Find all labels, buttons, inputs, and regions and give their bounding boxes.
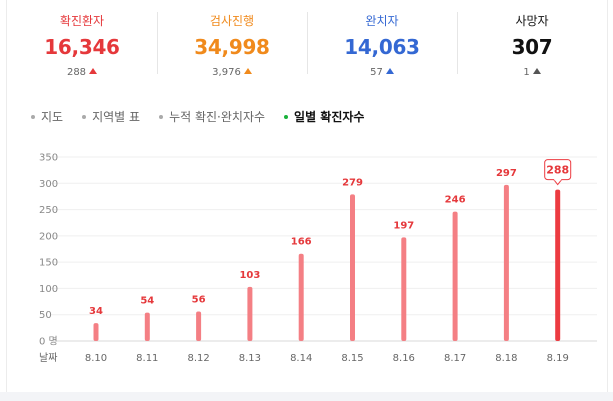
data-label: 288 (546, 164, 569, 177)
tab-region-table[interactable]: 지역별 표 (82, 108, 140, 125)
y-tick-label: 250 (39, 205, 58, 216)
stat-confirmed-value: 16,346 (44, 35, 120, 59)
stat-deaths-value: 307 (511, 35, 553, 59)
y-tick-label: 100 (39, 284, 58, 295)
x-tick-label: 8.11 (136, 353, 158, 364)
bar (247, 286, 253, 341)
stat-testing-delta-value: 3,976 (212, 67, 241, 78)
stats-summary: 확진환자 16,346 288 검사진행 34,998 3,976 완치자 14… (7, 0, 607, 88)
tab-daily-confirmed-label: 일별 확진자수 (294, 110, 365, 124)
y-tick-label: 300 (39, 179, 58, 190)
bullet-icon (284, 114, 289, 119)
stat-testing-value: 34,998 (194, 35, 270, 59)
x-tick-label: 8.16 (393, 353, 415, 364)
stat-recovered-label: 완치자 (365, 14, 399, 28)
data-label: 197 (393, 220, 414, 231)
tab-cumulative[interactable]: 누적 확진·완치자수 (159, 108, 265, 125)
covid-stats-panel: 확진환자 16,346 288 검사진행 34,998 3,976 완치자 14… (6, 0, 608, 393)
arrow-up-icon (89, 68, 98, 74)
data-label: 246 (445, 195, 466, 206)
data-label: 34 (89, 306, 103, 317)
stat-deaths-delta: 1 (457, 66, 607, 80)
x-axis-title: 날짜 (39, 352, 57, 364)
stat-confirmed-label: 확진환자 (59, 14, 105, 28)
data-label: 166 (291, 237, 312, 248)
x-tick-label: 8.17 (444, 353, 466, 364)
bar (401, 237, 407, 341)
tab-cumulative-label: 누적 확진·완치자수 (169, 110, 266, 124)
x-tick-label: 8.10 (85, 353, 107, 364)
stat-testing-delta: 3,976 (157, 66, 307, 80)
bar (93, 323, 99, 341)
y-tick-label: 0 명 (39, 336, 58, 348)
stat-recovered-delta: 57 (307, 66, 457, 80)
bar (503, 184, 509, 341)
arrow-up-icon (385, 68, 394, 74)
stat-recovered-delta-value: 57 (370, 67, 383, 78)
bottom-strip (0, 392, 613, 401)
y-tick-label: 200 (39, 231, 58, 242)
daily-confirmed-chart: 350 300 250 200 150 100 50 0 명날짜 34 8.10 54 8.11 56 8… (39, 153, 597, 364)
bullet-icon (31, 114, 35, 119)
x-tick-label: 8.15 (341, 353, 363, 364)
y-tick-label: 50 (39, 310, 52, 321)
x-tick-label: 8.18 (495, 353, 517, 364)
stat-confirmed-delta-value: 288 (66, 67, 87, 78)
data-label: 103 (239, 270, 260, 281)
stat-deaths-label: 사망자 (515, 14, 549, 28)
stat-deaths: 사망자 307 1 (457, 0, 607, 88)
x-tick-label: 8.19 (547, 353, 569, 364)
x-tick-label: 8.14 (290, 353, 312, 364)
arrow-up-icon (532, 68, 541, 74)
y-tick-label: 150 (39, 258, 58, 269)
stat-testing-label: 검사진행 (209, 14, 255, 28)
stat-confirmed-delta: 288 (7, 66, 157, 80)
data-label: 54 (140, 296, 154, 307)
tab-region-table-label: 지역별 표 (92, 110, 141, 124)
data-label: 279 (342, 177, 363, 188)
bar (196, 311, 202, 341)
tab-map[interactable]: 지도 (31, 108, 63, 125)
arrow-up-icon (243, 68, 252, 74)
bar (555, 189, 561, 341)
tab-map-label: 지도 (41, 110, 64, 124)
bullet-icon (82, 114, 87, 119)
bullet-icon (159, 114, 164, 119)
y-tick-label: 350 (39, 153, 58, 164)
view-tabs: 지도 지역별 표 누적 확진·완치자수 일별 확진자수 (31, 108, 383, 125)
bar (144, 312, 150, 341)
bar (452, 211, 458, 341)
x-tick-label: 8.12 (187, 353, 209, 364)
stat-recovered-value: 14,063 (344, 35, 420, 59)
tab-daily-confirmed[interactable]: 일별 확진자수 (284, 108, 364, 125)
stat-recovered: 완치자 14,063 57 (307, 0, 457, 88)
data-label: 56 (192, 295, 206, 306)
stat-deaths-delta-value: 1 (523, 67, 530, 78)
bar (350, 194, 355, 341)
x-tick-label: 8.13 (239, 353, 261, 364)
callout-pointer (553, 179, 563, 186)
stat-testing: 검사진행 34,998 3,976 (157, 0, 307, 88)
bar (298, 253, 304, 341)
data-label: 297 (496, 168, 517, 179)
stat-confirmed: 확진환자 16,346 288 (7, 0, 157, 88)
